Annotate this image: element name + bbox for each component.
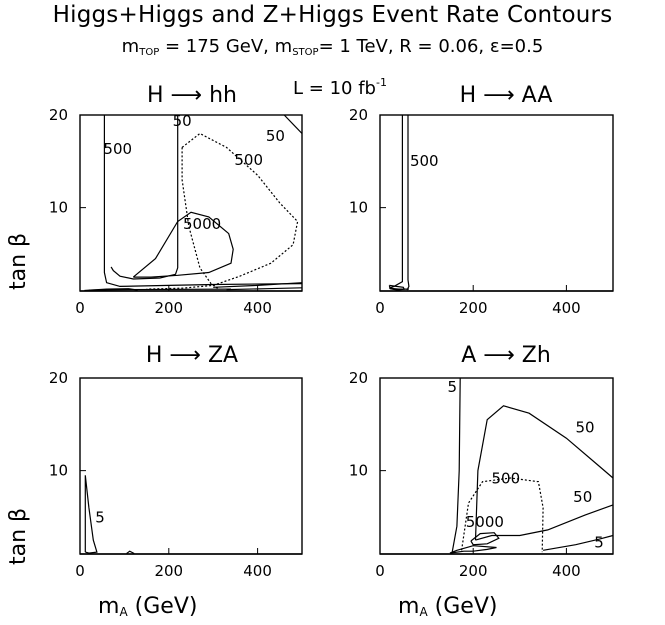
contour-label: 5: [594, 534, 604, 552]
y-tick-label: 10: [49, 199, 68, 217]
m-top-symbol: m: [121, 36, 140, 57]
contour-label: 50: [173, 112, 192, 130]
panel-frame: [379, 114, 614, 292]
panel-title: H ⟶ AA: [460, 83, 553, 108]
x-tick-label: 400: [243, 299, 272, 317]
y-axis-label-bottom: tan β: [6, 507, 31, 565]
contour-label: 5: [95, 509, 105, 527]
panel-title: H ⟶ ZA: [146, 343, 238, 368]
contour-label: 50: [266, 127, 285, 145]
y-tick-label: 10: [349, 199, 368, 217]
x-axis-label-left: mA (GeV): [98, 594, 197, 619]
x-tick-label: 400: [552, 562, 581, 580]
luminosity-label: L = 10 fb-1: [220, 76, 460, 99]
y-axis-label-top: tan β: [6, 232, 31, 290]
panel-title: A ⟶ Zh: [461, 343, 551, 368]
panel-frame: [79, 377, 303, 555]
contour-label: 5000: [183, 215, 221, 233]
x-tick-label: 0: [375, 562, 385, 580]
contour-label: 50: [575, 419, 594, 437]
y-tick-label: 20: [49, 369, 68, 387]
chart-subtitle: mTOP = 175 GeV, mSTOP= 1 TeV, R = 0.06, …: [0, 36, 665, 58]
contour-line: [88, 288, 232, 291]
contour-label: 50: [573, 488, 592, 506]
contour-line: [283, 114, 303, 134]
m-top-subscript: TOP: [139, 47, 160, 58]
chart-title: Higgs+Higgs and Z+Higgs Event Rate Conto…: [52, 2, 613, 28]
contour-line: [213, 282, 303, 288]
contour-line: [474, 405, 614, 541]
contour-line: [110, 115, 179, 280]
luminosity-text: L = 10 fb: [293, 78, 376, 99]
contour-label: 5: [447, 378, 457, 396]
contour-line: [449, 545, 497, 554]
x-tick-label: 200: [459, 299, 488, 317]
contour-label: 5000: [466, 513, 504, 531]
m-top-value: = 175 GeV,: [164, 36, 269, 57]
x-tick-label: 200: [459, 562, 488, 580]
x-tick-label: 0: [75, 299, 85, 317]
x-tick-label: 200: [154, 299, 183, 317]
y-tick-label: 20: [349, 369, 368, 387]
contour-line: [146, 132, 299, 290]
contour-label: 500: [410, 152, 439, 170]
contour-label: 500: [103, 140, 132, 158]
x-tick-label: 200: [154, 562, 183, 580]
contour-line: [103, 115, 303, 288]
x-tick-label: 0: [75, 562, 85, 580]
y-tick-label: 10: [49, 462, 68, 480]
x-tick-label: 400: [552, 299, 581, 317]
y-tick-label: 10: [349, 462, 368, 480]
x-axis-label-right: mA (GeV): [398, 594, 497, 619]
contour-line: [181, 147, 218, 289]
contour-line: [461, 477, 544, 553]
contour-line: [389, 115, 409, 290]
contour-line: [84, 475, 98, 554]
m-stop-subscript: STOP: [292, 47, 319, 58]
contour-line: [406, 115, 410, 291]
contour-line: [126, 550, 135, 555]
panel-title: H ⟶ hh: [147, 83, 237, 108]
contour-line: [388, 284, 406, 291]
contour-label: 500: [491, 470, 520, 488]
x-axis-subscript: A: [419, 605, 428, 619]
x-tick-label: 0: [375, 299, 385, 317]
x-axis-symbol: m: [98, 594, 120, 619]
contour-line: [542, 534, 614, 551]
contour-line: [470, 532, 500, 546]
x-axis-unit: (GeV): [434, 594, 498, 619]
contour-line: [132, 211, 234, 278]
x-axis-subscript: A: [119, 605, 128, 619]
m-stop-value: = 1 TeV, R = 0.06, ε=0.5: [318, 36, 544, 57]
contour-label: 500: [234, 151, 263, 169]
contour-line: [226, 287, 303, 291]
x-tick-label: 400: [243, 562, 272, 580]
y-tick-label: 20: [49, 106, 68, 124]
x-axis-symbol: m: [398, 594, 420, 619]
contour-line: [475, 504, 614, 541]
contour-line: [451, 377, 461, 553]
m-stop-symbol: m: [274, 36, 293, 57]
luminosity-exponent: -1: [375, 76, 387, 89]
x-axis-unit: (GeV): [134, 594, 198, 619]
y-tick-label: 20: [349, 106, 368, 124]
